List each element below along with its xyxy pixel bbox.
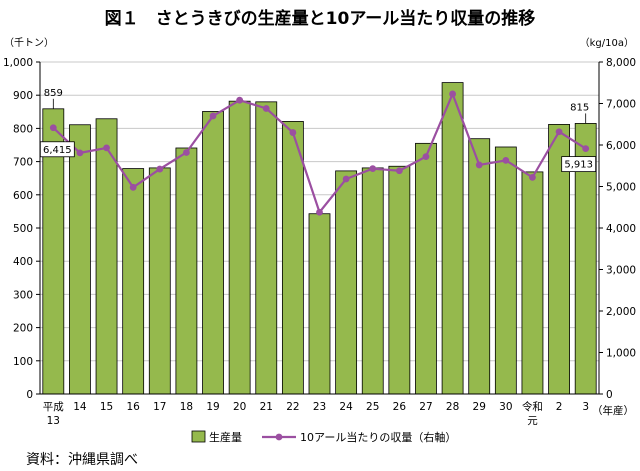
bar [175, 147, 198, 395]
x-tick-label: 28 [446, 401, 459, 413]
right-tick-label: 2,000 [606, 306, 636, 318]
x-tick-label: 26 [393, 401, 407, 413]
data-label-box [561, 156, 597, 173]
yield-point [262, 105, 270, 112]
left-tick-label: 700 [13, 157, 33, 169]
x-tick-label: 27 [419, 401, 432, 413]
yield-point [209, 112, 217, 120]
yield-point [103, 144, 110, 152]
x-tick-label: 17 [153, 401, 166, 413]
x-tick-label: 平成 [43, 401, 64, 413]
x-tick-label: 3 [582, 401, 589, 413]
yield-point [49, 124, 57, 132]
bar [441, 82, 464, 395]
bar [69, 124, 91, 395]
x-tick-label: 24 [339, 401, 353, 413]
x-tick-label: 15 [100, 401, 113, 413]
x-tick-label: 令和 [522, 400, 543, 413]
bar [415, 142, 437, 395]
left-tick-label: 200 [13, 323, 33, 335]
left-tick-label: 1,000 [3, 57, 33, 69]
bar [468, 138, 491, 395]
x-tick-label: 2 [556, 401, 563, 413]
bar [255, 101, 278, 395]
yield-point [156, 165, 164, 173]
yield-point [449, 90, 456, 98]
yield-point [76, 149, 84, 157]
x-tick-label: 16 [126, 401, 140, 413]
yield-point [316, 208, 323, 216]
legend-label-line: 10アール当たりの収量（右軸） [300, 430, 456, 444]
x-tick-label: 18 [180, 401, 193, 413]
bar [521, 171, 544, 395]
bar [281, 121, 304, 395]
yield-point [475, 161, 483, 169]
right-axis-unit: （kg/10a） [580, 37, 634, 49]
left-tick-label: 900 [13, 90, 33, 102]
x-tick-label: 19 [206, 401, 219, 413]
bar [335, 170, 358, 395]
bar [228, 100, 251, 395]
chart-title: 図１ さとうきびの生産量と10アール当たり収量の推移 [104, 9, 536, 29]
yield-point [183, 149, 190, 156]
right-tick-label: 7,000 [606, 99, 636, 111]
left-tick-label: 400 [13, 256, 33, 268]
yield-point [529, 173, 536, 181]
yield-point [289, 129, 297, 136]
right-tick-label: 0 [606, 389, 613, 401]
yield-point [582, 145, 590, 153]
x-tick-label: 23 [313, 401, 326, 413]
data-label: 859 [44, 88, 63, 99]
legend-label-bar: 生産量 [209, 430, 242, 444]
left-tick-label: 500 [13, 223, 33, 235]
bar [308, 213, 331, 395]
x-tick-label: 20 [233, 401, 246, 413]
left-tick-label: 100 [13, 356, 33, 368]
right-tick-label: 4,000 [606, 223, 636, 235]
bar [122, 168, 145, 395]
bar [361, 167, 384, 395]
right-tick-label: 6,000 [606, 140, 636, 152]
yield-point [342, 175, 350, 183]
left-axis-unit: （千トン） [4, 37, 54, 49]
right-tick-label: 1,000 [606, 348, 636, 360]
right-tick-label: 3,000 [606, 265, 636, 277]
x-tick-label: 30 [499, 401, 512, 413]
yield-point [422, 153, 430, 161]
left-tick-label: 300 [13, 289, 33, 301]
data-label: 6,415 [43, 145, 72, 156]
bar [202, 111, 224, 395]
data-label: 815 [570, 102, 589, 113]
x-tick-label: 13 [47, 415, 60, 427]
legend-swatch-bar [191, 430, 206, 443]
x-tick-label: 元 [527, 415, 538, 427]
yield-point [555, 128, 563, 136]
bar [148, 167, 171, 395]
right-tick-label: 5,000 [606, 182, 636, 194]
yield-point [369, 165, 377, 173]
x-tick-label: 29 [473, 401, 486, 413]
right-tick-label: 8,000 [606, 57, 636, 69]
left-tick-label: 0 [26, 389, 33, 401]
yield-point [236, 96, 244, 104]
x-tick-label: 21 [260, 401, 273, 413]
left-tick-label: 600 [13, 190, 33, 202]
left-tick-label: 800 [13, 123, 33, 135]
x-tick-label: 22 [286, 401, 299, 413]
bar [494, 146, 517, 395]
yield-point [502, 156, 510, 164]
x-axis-unit: （年産） [592, 404, 634, 417]
data-label: 5,913 [564, 160, 593, 171]
x-tick-label: 14 [73, 401, 87, 413]
yield-point [129, 183, 137, 191]
data-label-box [39, 141, 75, 158]
source-note: 資料：沖縄県調べ [26, 452, 138, 468]
x-tick-label: 25 [366, 401, 379, 413]
legend-swatch-point [275, 433, 283, 441]
yield-point [395, 167, 403, 175]
bar [388, 165, 411, 395]
